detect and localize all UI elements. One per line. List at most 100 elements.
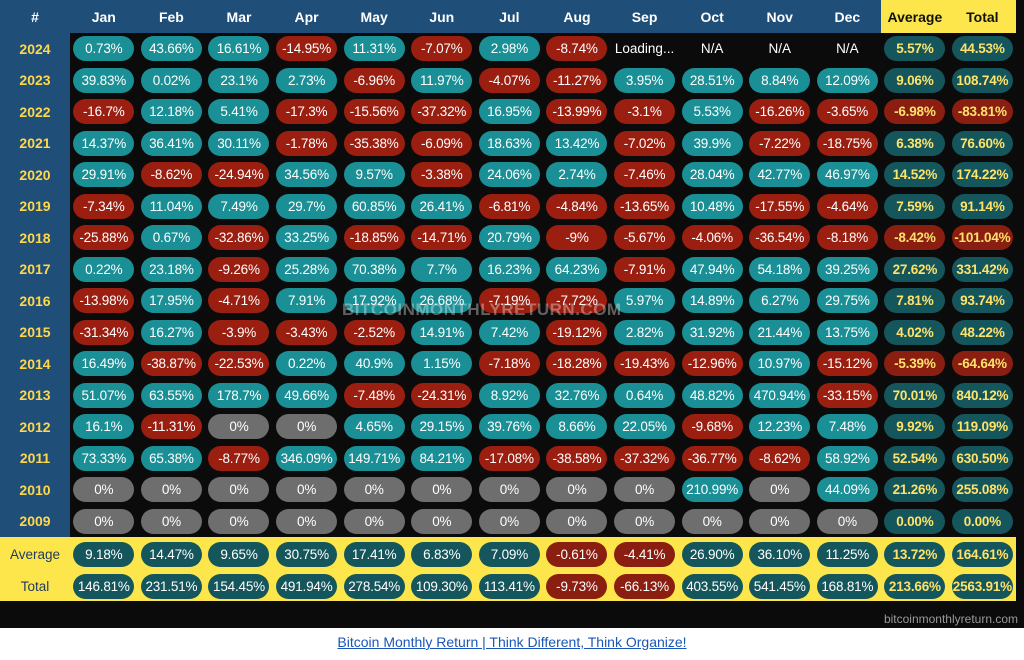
row-average-cell: -6.98% xyxy=(881,96,949,128)
summary-month-cell: 109.30% xyxy=(407,571,476,601)
footer-link[interactable]: Bitcoin Monthly Return | Think Different… xyxy=(337,634,687,650)
month-return-value: 84.21% xyxy=(411,445,473,471)
summary-month-cell: -9.73% xyxy=(543,571,611,601)
month-return-value: 17.95% xyxy=(140,288,202,314)
month-return-value: -7.46% xyxy=(614,162,676,188)
month-return-cell: -18.75% xyxy=(814,128,882,160)
month-return-cell: -37.32% xyxy=(408,96,476,128)
month-return-value: 0.22% xyxy=(276,351,338,377)
month-return-value: -13.99% xyxy=(546,99,608,125)
summary-month-value: 30.75% xyxy=(276,541,338,567)
header-corner: # xyxy=(0,0,70,33)
month-return-value: -22.53% xyxy=(208,351,270,377)
month-return-value: 0% xyxy=(478,508,540,534)
row-average-value: 14.52% xyxy=(884,162,946,188)
row-total-cell: 93.74% xyxy=(949,285,1017,317)
month-return-cell: 14.37% xyxy=(70,128,138,160)
header-month: Nov xyxy=(745,0,814,33)
month-return-value: 0% xyxy=(208,508,270,534)
month-return-cell: 0% xyxy=(611,474,679,506)
month-return-cell: 0.22% xyxy=(70,254,138,286)
month-return-value: -16.26% xyxy=(749,99,811,125)
month-return-cell: 3.95% xyxy=(611,65,679,97)
month-return-cell: 0% xyxy=(205,474,273,506)
summary-month-value: 14.47% xyxy=(140,541,202,567)
month-return-cell: 0% xyxy=(814,506,882,538)
summary-total-value: 164.61% xyxy=(951,541,1013,567)
month-return-value: -8.74% xyxy=(546,36,608,62)
month-return-cell: 0.67% xyxy=(138,222,206,254)
month-return-value: 26.41% xyxy=(411,193,473,219)
month-return-cell: -13.98% xyxy=(70,285,138,317)
summary-total-cell: 2563.91% xyxy=(948,571,1017,601)
header-month: Aug xyxy=(543,0,611,33)
month-return-value: -7.22% xyxy=(749,130,811,156)
row-total-value: 76.60% xyxy=(951,130,1013,156)
row-average-value: 7.81% xyxy=(884,288,946,314)
month-return-cell: 0% xyxy=(205,506,273,538)
summary-month-cell: 36.10% xyxy=(745,537,814,571)
month-return-cell: -33.15% xyxy=(814,380,882,412)
month-return-cell: 4.65% xyxy=(340,411,408,443)
month-return-value: N/A xyxy=(836,41,859,57)
month-return-value: 29.75% xyxy=(816,288,878,314)
summary-month-cell: -0.61% xyxy=(543,537,611,571)
month-return-cell: 33.25% xyxy=(273,222,341,254)
month-return-cell: -4.06% xyxy=(678,222,746,254)
summary-average-cell: 13.72% xyxy=(881,537,949,571)
month-return-value: -7.91% xyxy=(614,256,676,282)
row-total-value: 108.74% xyxy=(951,67,1013,93)
month-return-cell: 5.53% xyxy=(678,96,746,128)
summary-month-value: 7.09% xyxy=(478,541,540,567)
month-return-value: 28.51% xyxy=(681,67,743,93)
row-total-value: 174.22% xyxy=(951,162,1013,188)
summary-month-value: -4.41% xyxy=(614,541,676,567)
header-month: May xyxy=(340,0,408,33)
month-return-value: 18.63% xyxy=(478,130,540,156)
month-return-value: -16.7% xyxy=(73,99,135,125)
month-return-value: 12.23% xyxy=(749,414,811,440)
month-return-value: 23.1% xyxy=(208,67,270,93)
summary-month-value: 541.45% xyxy=(749,573,811,599)
month-return-cell: 12.23% xyxy=(746,411,814,443)
month-return-cell: 0% xyxy=(543,506,611,538)
month-return-value: 30.11% xyxy=(208,130,270,156)
month-return-cell: -9.68% xyxy=(678,411,746,443)
month-return-cell: -11.31% xyxy=(138,411,206,443)
month-return-value: 2.73% xyxy=(276,67,338,93)
month-return-value: 5.97% xyxy=(614,288,676,314)
month-return-cell: 2.73% xyxy=(273,65,341,97)
month-return-value: -14.95% xyxy=(276,36,338,62)
header-month: Apr xyxy=(272,0,341,33)
month-return-cell: 12.09% xyxy=(814,65,882,97)
month-return-value: 63.55% xyxy=(140,382,202,408)
month-return-value: -37.32% xyxy=(614,445,676,471)
month-return-value: 0% xyxy=(73,508,135,534)
month-return-cell: 0% xyxy=(205,411,273,443)
row-total-value: 0.00% xyxy=(951,508,1013,534)
month-return-value: -9% xyxy=(546,225,608,251)
month-return-cell: 7.48% xyxy=(814,411,882,443)
month-return-value: -3.65% xyxy=(816,99,878,125)
month-return-cell: -6.09% xyxy=(408,128,476,160)
month-return-value: 2.82% xyxy=(614,319,676,345)
row-average-cell: 5.57% xyxy=(881,33,949,65)
month-return-value: 0% xyxy=(208,414,270,440)
month-return-cell: 46.97% xyxy=(814,159,882,191)
summary-month-cell: 491.94% xyxy=(272,571,341,601)
month-return-cell: -25.88% xyxy=(70,222,138,254)
row-average-cell: 70.01% xyxy=(881,380,949,412)
month-return-value: 7.42% xyxy=(478,319,540,345)
month-return-cell: 0% xyxy=(70,506,138,538)
row-average-value: -5.39% xyxy=(884,351,946,377)
month-return-value: 470.94% xyxy=(749,382,811,408)
month-return-cell: 14.91% xyxy=(408,317,476,349)
month-return-cell: 0% xyxy=(746,506,814,538)
month-return-cell: -3.43% xyxy=(273,317,341,349)
summary-month-value: 36.10% xyxy=(749,541,811,567)
month-return-value: 5.41% xyxy=(208,99,270,125)
month-return-value: 39.25% xyxy=(816,256,878,282)
month-return-cell: -35.38% xyxy=(340,128,408,160)
summary-average-cell: 213.66% xyxy=(881,571,949,601)
month-return-cell: 0% xyxy=(611,506,679,538)
